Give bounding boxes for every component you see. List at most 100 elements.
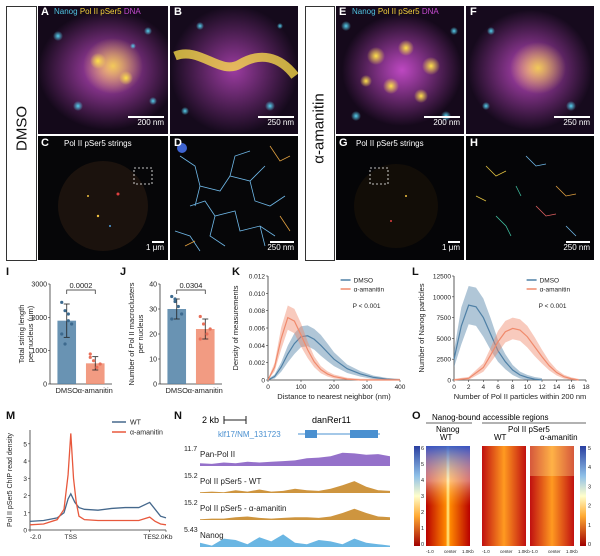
colorbar-right-tick: 4 xyxy=(588,465,591,471)
panel-d-image xyxy=(170,136,298,260)
chart-m-line-1 xyxy=(29,433,167,526)
chart-j-ytick-label: 30 xyxy=(149,307,157,314)
panel-e-svg xyxy=(336,6,464,134)
chart-k-ytick-label: 0.008 xyxy=(249,308,266,315)
strings-label-amanitin: Pol II pSer5 strings xyxy=(356,139,424,148)
amanitin-condition-label: α-amanitin xyxy=(310,93,328,164)
chart-i-pvalue: 0.0002 xyxy=(70,281,93,290)
heatmap-group-nanog: Nanog xyxy=(436,425,460,434)
chart-i-ytick-label: 1000 xyxy=(31,348,47,355)
chart-j-point xyxy=(198,314,202,319)
panel-label-m: M xyxy=(6,410,16,422)
chart-i-ylabel-line: per nucleus (μm) xyxy=(26,305,35,362)
panel-d-svg xyxy=(170,136,298,260)
chart-j-ytick-label: 10 xyxy=(149,357,157,364)
genome-label: danRer11 xyxy=(312,415,351,425)
chart-m-legend-label: α-amanitin xyxy=(130,430,163,437)
chart-i-point xyxy=(70,322,74,326)
chart-l-line-1 xyxy=(453,327,579,381)
colorbar-right xyxy=(580,446,586,546)
scalebar-c: 1 μm xyxy=(146,241,164,252)
colorbar-right-tick: 2 xyxy=(588,504,591,510)
legend-nanog: Nanog xyxy=(54,7,78,16)
legend-pol2: Pol II pSer5 xyxy=(79,7,122,16)
chart-j-ytick-label: 20 xyxy=(149,332,157,339)
colorbar-left-tick: 5 xyxy=(421,462,424,468)
chart-l-legend-label: DMSO xyxy=(540,278,560,285)
chart-l-legend-label: α-amanitin xyxy=(540,287,571,294)
chart-i-point xyxy=(66,319,70,323)
colorbar-left-ticks: 6 5 4 3 2 1 0 xyxy=(421,446,424,548)
chart-l-xtick-label: 8 xyxy=(511,384,515,391)
chart-l-annotation: P < 0.001 xyxy=(539,303,567,310)
chart-l: 0 2500 5000 7500 10000 12500 0 2 4 6 8 10 12 14 16 18 DM… xyxy=(417,274,590,402)
heatmap-sub-pol2-wt: WT xyxy=(494,433,507,442)
chart-j-sig-bracket xyxy=(176,289,206,294)
chart-j-ylabel-line: per nucleus xyxy=(136,314,145,353)
scalebar-h: 250 nm xyxy=(563,241,590,252)
chart-k-xtick-label: 200 xyxy=(329,384,340,391)
panel-label-c: C xyxy=(41,137,49,149)
heatmap-svg: Nanog-bound accessible regions Nanog Pol… xyxy=(414,413,591,554)
chart-m-xtick-label: 2.0Kb xyxy=(156,534,173,541)
chart-i-sig-bracket xyxy=(66,289,96,294)
chart-i-ylabel: Total string lengthper nucleus (μm) xyxy=(17,305,35,364)
chart-m-ytick-label: 4 xyxy=(23,459,27,466)
chart-l-xtick-label: 0 xyxy=(452,384,456,391)
chart-m-ytick-label: 5 xyxy=(23,441,27,448)
chart-j-point xyxy=(180,312,184,316)
legend-pol2-2: Pol II pSer5 xyxy=(377,7,420,16)
chart-j-point xyxy=(170,317,174,321)
chart-k-legend-label: DMSO xyxy=(354,278,374,285)
panel-a-svg xyxy=(38,6,168,134)
panel-label-n: N xyxy=(174,410,182,422)
channel-legend-dmso: Nanog Pol II pSer5 DNA xyxy=(54,7,141,16)
chart-j-point xyxy=(198,337,202,341)
chart-l-xtick-label: 12 xyxy=(538,384,546,391)
chart-m: 0 1 2 3 4 5 -2.0 TSS TES 2.0Kb WT α-amanitin Pol II … xyxy=(7,420,173,542)
chart-m-ylabel: Pol II pSer5 ChIP read density xyxy=(7,432,14,527)
panel-b-svg xyxy=(170,6,298,134)
heatmap-pol2-amanitin xyxy=(530,446,574,546)
heatmap-x-tick: center xyxy=(548,549,561,554)
chart-k-ytick-label: 0.006 xyxy=(249,326,266,333)
chart-i-point xyxy=(88,355,92,359)
chart-j-ylabel-line: Number of Pol II macroclusters xyxy=(127,282,136,385)
heatmap-x-ticks: -1.0 center 1.0Kb -1.0 center 1.0Kb -1.0 center… xyxy=(426,549,578,554)
channel-legend-amanitin: Nanog Pol II pSer5 DNA xyxy=(352,7,439,16)
chart-k: 0 0.002 0.004 0.006 0.008 0.010 0.012 0 100 200 30… xyxy=(231,274,406,402)
chart-j-point xyxy=(201,322,206,326)
chart-k-line-1 xyxy=(267,316,400,381)
chart-i-category-label: DMSO xyxy=(55,386,78,395)
panel-c-image xyxy=(38,136,168,260)
chart-l-xtick-label: 2 xyxy=(467,384,471,391)
chart-l-ytick-label: 7500 xyxy=(437,315,452,322)
chart-k-ytick-label: 0.004 xyxy=(249,343,266,350)
amanitin-condition-box xyxy=(305,6,335,261)
track-panel-svg: 2 kb danRer11 klf17/NM_131723 11.7Pan-Po… xyxy=(184,415,390,547)
chart-m-ytick-label: 3 xyxy=(23,476,27,483)
chart-i-point xyxy=(60,332,64,336)
chart-l-ytick-label: 10000 xyxy=(433,294,451,301)
chart-j-ylabel: Number of Pol II macroclustersper nucleu… xyxy=(127,282,145,385)
panel-label-j: J xyxy=(120,266,127,278)
chart-j-pvalue: 0.0304 xyxy=(180,281,203,290)
colorbar-right-tick: 5 xyxy=(588,446,591,452)
chart-j-category-label: DMSO xyxy=(165,386,188,395)
chart-i-ytick-label: 2000 xyxy=(31,315,47,322)
heatmap-group-pol2: Pol II pSer5 xyxy=(508,425,550,434)
chart-m-line-0 xyxy=(29,492,167,523)
track-max-label: 11.7 xyxy=(184,446,197,453)
chart-k-xtick-label: 100 xyxy=(296,384,307,391)
chart-l-band-0 xyxy=(454,285,542,380)
colorbar-right-tick: 3 xyxy=(588,484,591,490)
panel-label-h: H xyxy=(470,137,478,149)
panel-label-d: D xyxy=(174,137,182,149)
track-max-label: 15.2 xyxy=(184,473,198,480)
panel-f-svg xyxy=(466,6,594,134)
track-name: Pan-Pol II xyxy=(200,450,235,459)
chart-l-ytick-label: 5000 xyxy=(437,336,452,343)
chart-l-xtick-label: 6 xyxy=(496,384,500,391)
chart-i-point xyxy=(95,365,99,369)
